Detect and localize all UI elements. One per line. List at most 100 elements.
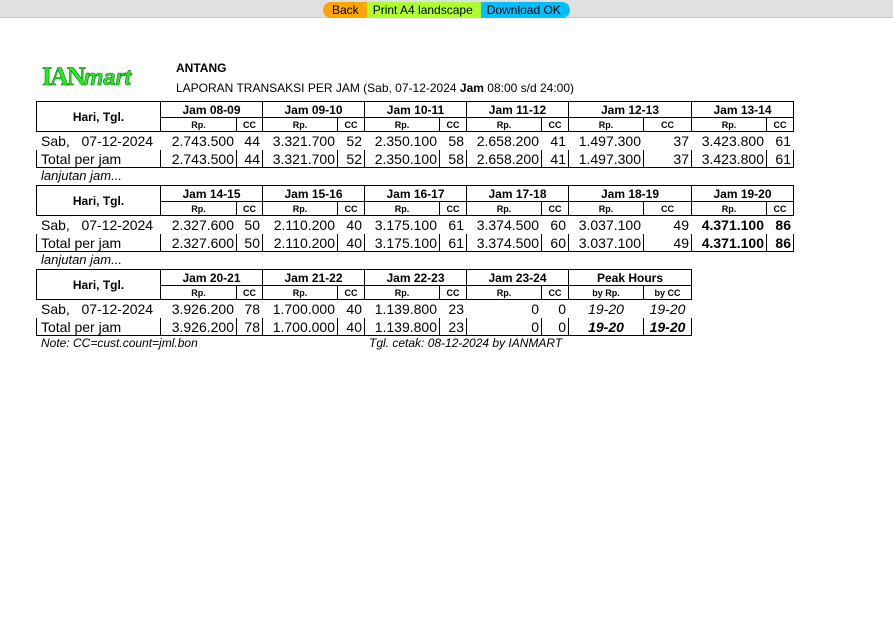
peak-hours-header: Peak Hours bbox=[568, 269, 692, 286]
cc-total: 52 bbox=[337, 149, 365, 168]
rp-total: 3.423.800 bbox=[691, 149, 767, 168]
cc-header: CC bbox=[236, 285, 263, 300]
day-date-cell: Sab, 07-12-2024 bbox=[37, 132, 161, 150]
rp-total: 1.497.300 bbox=[568, 149, 644, 168]
day-label: Sab, bbox=[41, 300, 70, 317]
rp-total: 0 bbox=[466, 317, 542, 336]
rp-total: 3.175.100 bbox=[364, 233, 440, 252]
print-a4-landscape-button[interactable]: Print A4 landscape bbox=[366, 2, 481, 18]
hour-header: Jam 20-21 bbox=[160, 269, 263, 286]
rp-value: 3.423.800 bbox=[701, 132, 764, 149]
rp-value: 2.110.200 bbox=[273, 216, 335, 233]
peak-total-by-cc: 19-20 bbox=[643, 317, 692, 336]
title-bold: Jam bbox=[459, 81, 484, 95]
hour-header: Jam 16-17 bbox=[364, 185, 467, 202]
rp-header: Rp. bbox=[262, 201, 338, 216]
day-column-header: Hari, Tgl. bbox=[36, 185, 161, 216]
by-cc-header: by CC bbox=[643, 285, 692, 300]
hourly-table: Hari, Tgl. Jam 14-15 Jam 15-16 Jam 16-17 Jam… bbox=[36, 185, 794, 252]
cc-value: 60 bbox=[550, 216, 566, 233]
rp-header: Rp. bbox=[466, 201, 542, 216]
rp-value: 1.497.300 bbox=[578, 132, 641, 149]
cc-header: CC bbox=[541, 117, 569, 132]
cc-header: CC bbox=[337, 285, 365, 300]
rp-value: 3.037.100 bbox=[578, 216, 641, 233]
hour-header: Jam 12-13 bbox=[568, 101, 692, 118]
rp-total: 3.037.100 bbox=[568, 233, 644, 252]
day-label: Sab, bbox=[41, 132, 70, 149]
print-date: Tgl. cetak: 08-12-2024 by IANMART bbox=[369, 336, 563, 350]
rp-header: Rp. bbox=[160, 201, 237, 216]
rp-total: 3.321.700 bbox=[262, 149, 338, 168]
hour-header: Jam 19-20 bbox=[691, 185, 794, 202]
rp-header: Rp. bbox=[466, 285, 542, 300]
table-row: Sab, 07-12-2024 3.926.200 78 1.700.000 40 1.1… bbox=[37, 300, 692, 318]
cc-total: 40 bbox=[337, 317, 365, 336]
hour-header: Jam 23-24 bbox=[466, 269, 569, 286]
title-text: LAPORAN TRANSAKSI PER JAM (Sab, 07-12-20… bbox=[176, 81, 460, 95]
cc-value: 61 bbox=[448, 216, 464, 233]
hour-header: Jam 13-14 bbox=[691, 101, 794, 118]
peak-by-rp: 19-20 bbox=[588, 300, 624, 317]
cc-value: 23 bbox=[448, 300, 464, 317]
hour-header: Jam 17-18 bbox=[466, 185, 569, 202]
cc-total: 44 bbox=[236, 149, 263, 168]
cc-total: 58 bbox=[439, 149, 467, 168]
rp-total: 2.658.200 bbox=[466, 149, 542, 168]
rp-value: 1.139.800 bbox=[374, 300, 437, 317]
rp-value: 4.371.100 bbox=[701, 216, 764, 233]
rp-total: 2.350.100 bbox=[364, 149, 440, 168]
download-button[interactable]: Download OK bbox=[480, 2, 570, 18]
cc-header: CC bbox=[541, 201, 569, 216]
day-label: Sab, bbox=[41, 216, 70, 233]
cc-total: 50 bbox=[236, 233, 263, 252]
back-button[interactable]: Back bbox=[323, 2, 367, 18]
total-row: Total per jam 2.743.500 44 3.321.700 52 2.350… bbox=[36, 149, 794, 168]
hourly-table: Hari, Tgl. Jam 08-09 Jam 09-10 Jam 10-11 Jam… bbox=[36, 101, 794, 168]
day-column-header: Hari, Tgl. bbox=[36, 101, 161, 132]
cc-value: 49 bbox=[673, 216, 689, 233]
cc-total: 78 bbox=[236, 317, 263, 336]
date-label: 07-12-2024 bbox=[81, 216, 154, 233]
cc-header: CC bbox=[236, 117, 263, 132]
cc-value: 50 bbox=[244, 216, 260, 233]
continued-label: lanjutan jam... bbox=[41, 168, 122, 183]
cc-value: 0 bbox=[558, 300, 566, 317]
hour-header: Jam 08-09 bbox=[160, 101, 263, 118]
date-label: 07-12-2024 bbox=[81, 132, 154, 149]
cc-header: CC bbox=[439, 201, 467, 216]
rp-total: 1.139.800 bbox=[364, 317, 440, 336]
rp-total: 1.700.000 bbox=[262, 317, 338, 336]
cc-value: 78 bbox=[244, 300, 260, 317]
cc-header: CC bbox=[766, 117, 794, 132]
cc-total: 61 bbox=[439, 233, 467, 252]
cc-total: 61 bbox=[766, 149, 794, 168]
cc-value: 58 bbox=[448, 132, 464, 149]
cc-header: CC bbox=[439, 285, 467, 300]
cc-total: 0 bbox=[541, 317, 569, 336]
rp-header: Rp. bbox=[466, 117, 542, 132]
rp-header: Rp. bbox=[160, 117, 237, 132]
rp-header: Rp. bbox=[364, 285, 440, 300]
hour-header: Jam 10-11 bbox=[364, 101, 467, 118]
rp-header: Rp. bbox=[364, 201, 440, 216]
cc-value: 40 bbox=[346, 216, 362, 233]
table-row: Sab, 07-12-2024 2.327.600 50 2.110.200 40 3.1… bbox=[37, 216, 794, 234]
rp-total: 4.371.100 bbox=[691, 233, 767, 252]
rp-value: 2.350.100 bbox=[374, 132, 437, 149]
rp-header: Rp. bbox=[262, 285, 338, 300]
cc-value: 37 bbox=[673, 132, 689, 149]
hour-header: Jam 15-16 bbox=[262, 185, 365, 202]
day-date-cell: Sab, 07-12-2024 bbox=[37, 300, 161, 318]
total-label: Total per jam bbox=[36, 233, 161, 252]
total-label: Total per jam bbox=[36, 149, 161, 168]
hour-header: Jam 21-22 bbox=[262, 269, 365, 286]
hour-header: Jam 09-10 bbox=[262, 101, 365, 118]
day-date-cell: Sab, 07-12-2024 bbox=[37, 216, 161, 234]
cc-header: CC bbox=[337, 201, 365, 216]
cc-total: 49 bbox=[643, 233, 692, 252]
rp-value: 2.327.600 bbox=[171, 216, 234, 233]
hour-header: Jam 22-23 bbox=[364, 269, 467, 286]
cc-value: 52 bbox=[346, 132, 362, 149]
cc-header: CC bbox=[766, 201, 794, 216]
